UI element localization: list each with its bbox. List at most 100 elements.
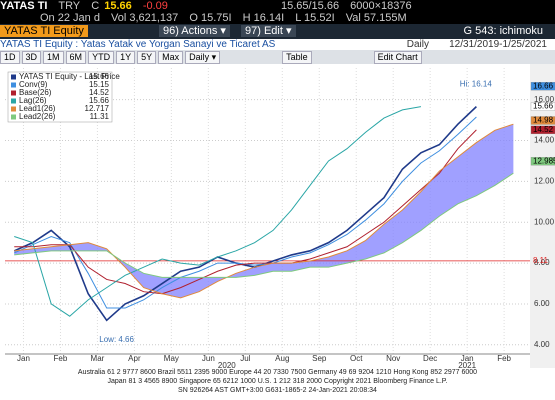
bid-ask: 15.65/15.66	[280, 0, 340, 12]
page-code: G 543: ichimoku	[463, 25, 543, 37]
price-tag-label: 12.985	[533, 156, 555, 165]
toolbar: YATAS TI Equity 96) Actions ▾ 97) Edit ▾…	[0, 24, 555, 39]
edit-menu[interactable]: 97) Edit ▾	[241, 25, 296, 37]
legend-swatch	[11, 74, 16, 80]
series-line	[14, 129, 477, 295]
volume: Vol 3,621,137	[111, 12, 179, 24]
footer: Australia 61 2 9777 8600 Brazil 5511 239…	[0, 368, 555, 400]
open: O 15.75I	[189, 12, 232, 24]
legend-value: 15.15	[89, 80, 110, 89]
x-tick-label: Nov	[386, 354, 400, 363]
reference-tag: 8.11	[533, 256, 549, 265]
security[interactable]: YATAS TI Equity	[0, 25, 88, 37]
period-button[interactable]: Max	[158, 51, 184, 64]
y-tick-label: 14.00	[534, 136, 555, 145]
legend-value: 11.31	[90, 112, 110, 121]
price-tag-label: 15.66	[533, 102, 554, 111]
x-tick-label: Oct	[350, 354, 363, 363]
legend: YATAS TI Equity - Last Price15.66Conv(9)…	[7, 71, 120, 123]
legend-label: Base(26)	[19, 88, 52, 97]
size: 6000×18376	[350, 0, 412, 12]
y-tick-label: 16.00	[534, 95, 555, 104]
y-tick-label: 10.00	[534, 217, 555, 226]
year-label: 2021	[458, 361, 476, 368]
frequency: Daily	[406, 39, 429, 50]
price-tag-label: 14.52	[533, 125, 554, 134]
quote-row: YATAS TI TRY C 15.66 -0.09 15.65/15.66 6…	[0, 0, 555, 12]
legend-box	[7, 71, 113, 123]
info-row: YATAS TI Equity : Yatas Yatak ve Yorgan …	[0, 39, 555, 50]
annotation: Hi: 16.14	[460, 79, 493, 88]
y-tick-label: 4.00	[534, 340, 550, 349]
legend-swatch	[11, 90, 16, 96]
legend-label: YATAS TI Equity - Last Price	[19, 72, 120, 81]
series-line	[14, 172, 514, 278]
ichimoku-cloud	[14, 124, 514, 298]
y-tick-label: 8.00	[534, 258, 550, 267]
legend-value: 15.66	[89, 96, 110, 105]
x-tick-label: Mar	[91, 354, 105, 363]
table-button[interactable]: Table	[282, 51, 312, 64]
axis-background	[530, 64, 555, 368]
button-row: 1D 3D 1M 6M YTD 1Y 5Y Max Daily ▾ Table Edit Chart	[0, 50, 555, 64]
period-button[interactable]: 5Y	[137, 51, 157, 64]
year-label: 2020	[218, 361, 236, 368]
actions-menu[interactable]: 96) Actions ▾	[158, 25, 230, 37]
x-tick-label: May	[164, 354, 179, 363]
date: On 22 Jan d	[40, 12, 100, 24]
period-button[interactable]: 1Y	[116, 51, 136, 64]
flag: C	[91, 0, 100, 12]
value: Val 57.155M	[345, 12, 407, 24]
legend-swatch	[11, 114, 16, 120]
footer-line: Japan 81 3 4565 8900 Singapore 65 6212 1…	[107, 378, 448, 385]
y-tick-label: 12.00	[534, 176, 555, 185]
annotation: Low: 4.66	[99, 335, 134, 344]
frequency-button[interactable]: Daily ▾	[185, 51, 221, 64]
date-range: 12/31/2019-1/25/2021	[449, 39, 547, 50]
price-tag	[530, 125, 555, 135]
price-tag	[530, 116, 555, 125]
x-tick-label: Aug	[275, 354, 289, 363]
period-button[interactable]: 6M	[65, 51, 87, 64]
legend-label: Lead1(26)	[19, 104, 56, 113]
period-button[interactable]: 3D	[21, 51, 42, 64]
chart: 4.00 6.00 8.00 10.00 12.00 14.00 16.00 Jan Feb Ma…	[0, 64, 555, 368]
legend-label: Lead2(26)	[19, 112, 56, 121]
x-tick-label: Jan	[17, 354, 30, 363]
price-tag-label: 16.66	[533, 81, 554, 90]
low: L 15.52I	[295, 12, 335, 24]
x-tick-label: Jun	[202, 354, 215, 363]
edit-chart-button[interactable]: Edit Chart	[373, 51, 422, 64]
period-button[interactable]: YTD	[88, 51, 115, 64]
legend-swatch	[11, 98, 16, 104]
currency: TRY	[58, 0, 81, 12]
series-line	[14, 123, 514, 299]
footer-line: Australia 61 2 9777 8600 Brazil 5511 239…	[77, 369, 478, 376]
period-button[interactable]: 1D	[0, 51, 20, 64]
price-tag	[530, 82, 555, 91]
x-tick-label: Feb	[497, 354, 511, 363]
legend-label: Conv(9)	[19, 80, 48, 89]
legend-label: Lag(26)	[19, 96, 47, 105]
stats-row: On 22 Jan d Vol 3,621,137 O 15.75I H 16.…	[0, 12, 555, 24]
period-button[interactable]: 1M	[43, 51, 64, 64]
x-tick-label: Feb	[54, 354, 68, 363]
series-line	[14, 106, 422, 317]
x-tick-label: Jul	[240, 354, 250, 363]
high: H 16.14I	[242, 12, 285, 24]
security-name: YATAS TI Equity : Yatas Yatak ve Yorgan …	[0, 39, 276, 50]
price-tag-label: 14.98	[533, 116, 554, 125]
ticker: YATAS TI	[0, 0, 48, 12]
x-tick-label: Dec	[423, 354, 437, 363]
price-tag	[530, 102, 555, 111]
legend-value: 15.66	[89, 72, 110, 81]
price: 15.66	[104, 0, 132, 12]
footer-line: SN 926264 AST GMT+3:00 G631-1865-2 24-Ja…	[178, 387, 377, 394]
y-tick-label: 6.00	[534, 299, 550, 308]
x-tick-label: Jan	[461, 354, 474, 363]
x-tick-label: Apr	[128, 354, 141, 363]
price-tag	[530, 157, 555, 166]
legend-swatch	[11, 82, 16, 88]
change: -0.09	[142, 0, 168, 12]
